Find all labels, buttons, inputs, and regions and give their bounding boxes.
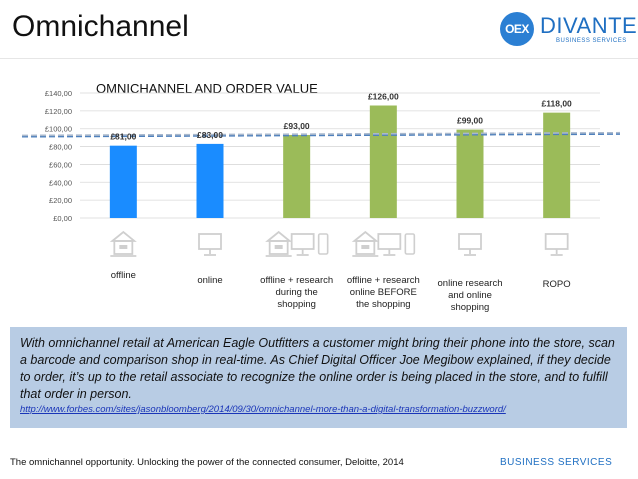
store-body xyxy=(355,240,376,255)
y-tick-label: £60,00 xyxy=(49,160,72,169)
category-label-1: offline xyxy=(110,270,136,281)
store-monitor-phone-icon xyxy=(351,230,416,257)
data-label-3: £93,00 xyxy=(284,121,310,131)
data-label-6: £118,00 xyxy=(542,99,573,109)
bars xyxy=(109,105,571,218)
monitor-icon xyxy=(198,233,222,256)
monitor-icon xyxy=(544,233,569,256)
data-label-1: £81,00 xyxy=(110,132,136,142)
y-tick-label: £80,00 xyxy=(49,143,72,152)
divante-logo[interactable]: OEX DIVANTE BUSINESS SERVICES xyxy=(500,12,637,46)
store-roof xyxy=(265,230,293,242)
y-tick-label: £20,00 xyxy=(49,196,72,205)
header-divider xyxy=(0,58,638,59)
category-label-5: online research and online shopping xyxy=(437,278,503,313)
store-window xyxy=(119,245,128,249)
monitor-screen xyxy=(458,233,482,250)
category-label-4: offline + research online BEFORE the sho… xyxy=(346,275,420,310)
data-label-5: £99,00 xyxy=(457,116,483,126)
phone-body xyxy=(404,233,416,255)
chart-title: OMNICHANNEL AND ORDER VALUE xyxy=(96,81,318,96)
grid-lines xyxy=(80,92,600,219)
store-window xyxy=(274,245,283,249)
bar-6 xyxy=(543,112,571,218)
phone-body xyxy=(317,233,329,255)
quote-text: With omnichannel retail at American Eagl… xyxy=(20,336,615,401)
monitor-screen xyxy=(198,233,222,250)
store-monitor-phone-icon xyxy=(265,230,329,257)
logo-mark-icon: OEX xyxy=(500,12,534,46)
store-window xyxy=(361,245,370,249)
data-label-2: £83,00 xyxy=(197,130,223,140)
source-citation: The omnichannel opportunity. Unlocking t… xyxy=(10,457,404,468)
trend-line-1 xyxy=(21,133,621,138)
bar-4 xyxy=(369,105,397,218)
store-roof xyxy=(351,230,379,242)
trend-lines xyxy=(21,131,621,138)
category-label-6: ROPO xyxy=(542,279,571,290)
bar-5 xyxy=(456,129,484,218)
bar-1 xyxy=(109,145,137,218)
category-label-3: offline + research during the shopping xyxy=(260,275,334,310)
category-label-2: online xyxy=(197,275,223,286)
monitor-screen xyxy=(290,233,315,250)
y-tick-label: £0,00 xyxy=(53,214,72,223)
y-tick-label: £100,00 xyxy=(45,125,72,134)
footer-brand: BUSINESS SERVICES xyxy=(500,457,613,468)
channel-icons xyxy=(109,230,569,257)
logo-subtitle: BUSINESS SERVICES xyxy=(556,38,627,44)
data-labels: £81,00 £83,00 £93,00 £126,00 £99,00 £118,00 xyxy=(110,92,572,142)
monitor-screen xyxy=(377,233,402,250)
monitor-icon xyxy=(458,233,482,256)
y-tick-label: £40,00 xyxy=(49,178,72,187)
source-link[interactable]: http://www.forbes.com/sites/jasonbloombe… xyxy=(20,404,506,415)
y-axis-ticks: £0,00 £20,00 £40,00 £60,00 £80,00 £100,00 £120… xyxy=(45,89,72,223)
bar-2 xyxy=(196,143,224,218)
logo-name: DIVANTE xyxy=(540,13,638,38)
store-roof xyxy=(109,230,137,242)
trend-line-2 xyxy=(21,131,621,137)
monitor-screen xyxy=(544,233,569,250)
quote-box: With omnichannel retail at American Eagl… xyxy=(10,327,627,428)
store-body xyxy=(268,240,289,255)
y-tick-label: £120,00 xyxy=(45,107,72,116)
page-title: Omnichannel xyxy=(12,10,189,43)
y-tick-label: £140,00 xyxy=(45,89,72,98)
store-icon xyxy=(109,230,137,257)
omnichannel-bar-chart: OMNICHANNEL AND ORDER VALUE £0,00£20,00£… xyxy=(21,81,621,257)
store-body xyxy=(113,240,134,255)
bar-3 xyxy=(283,134,311,218)
data-label-4: £126,00 xyxy=(368,92,399,102)
